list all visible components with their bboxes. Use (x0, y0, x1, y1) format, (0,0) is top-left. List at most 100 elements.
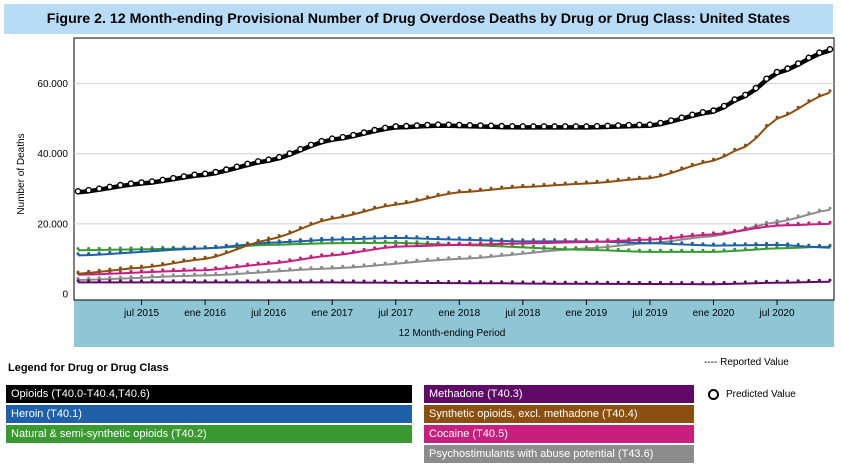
predicted-point (614, 122, 622, 129)
predicted-point (330, 240, 334, 244)
predicted-point (553, 239, 557, 243)
predicted-point (182, 272, 186, 276)
predicted-point (330, 252, 334, 256)
predicted-point (627, 280, 631, 284)
predicted-point (627, 237, 631, 241)
predicted-point (180, 173, 188, 180)
predicted-point (362, 279, 366, 283)
predicted-point (413, 122, 421, 129)
predicted-point (606, 247, 610, 251)
predicted-point (256, 269, 260, 273)
predicted-point (140, 246, 143, 250)
predicted-point (171, 273, 175, 277)
predicted-point (351, 236, 355, 239)
predicted-point (106, 183, 114, 191)
predicted-point (171, 246, 175, 250)
predicted-point (415, 240, 419, 244)
x-tick-label: ene 2017 (311, 308, 353, 319)
figure-title-bar: Figure 2. 12 Month-ending Provisional Nu… (4, 4, 833, 34)
predicted-point (434, 121, 442, 128)
predicted-point (288, 267, 292, 271)
legend-item-heroin[interactable]: Heroin (T40.1) (6, 405, 412, 423)
predicted-point (426, 195, 429, 199)
x-tick-labels: jul 2015 ene 2016 jul 2016 ene 2017 jul 2017… (123, 300, 795, 319)
predicted-point (773, 68, 781, 76)
predicted-point (288, 258, 292, 262)
predicted-point (330, 215, 334, 219)
predicted-point (87, 279, 91, 283)
x-axis-band (74, 300, 834, 347)
predicted-point (457, 280, 461, 283)
series-synthetic (76, 89, 832, 275)
legend-label: Psychostimulants with abuse potential (T… (429, 448, 654, 460)
predicted-point (150, 246, 154, 249)
predicted-point (646, 121, 654, 128)
legend-item-natural[interactable]: Natural & semi-synthetic opioids (T40.2) (6, 425, 412, 443)
legend-item-synthetic[interactable]: Synthetic opioids, excl. methadone (T40.… (424, 405, 694, 423)
predicted-point (76, 247, 80, 251)
predicted-point (690, 232, 694, 236)
predicted-point (383, 239, 387, 243)
legend-item-opioids[interactable]: Opioids (T40.0-T40.4,T40.6) (6, 385, 412, 403)
predicted-point (394, 260, 398, 264)
legend-item-cocaine[interactable]: Cocaine (T40.5) (424, 425, 694, 443)
predicted-point (224, 279, 228, 283)
predicted-point (510, 240, 514, 244)
predicted-point (468, 280, 472, 284)
predicted-point (500, 240, 504, 244)
predicted-point (97, 276, 101, 280)
predicted-point (500, 237, 504, 241)
predicted-point (362, 208, 366, 212)
predicted-point (574, 280, 578, 284)
predicted-point (360, 129, 368, 136)
predicted-point (436, 192, 440, 196)
predicted-point (97, 251, 101, 255)
predicted-point (500, 185, 504, 189)
predicted-point (394, 201, 398, 205)
predicted-point (743, 247, 747, 251)
predicted-point (712, 231, 715, 235)
predicted-point (118, 266, 122, 270)
predicted-point (224, 265, 228, 269)
predicted-point (118, 275, 122, 279)
predicted-point (341, 279, 345, 283)
predicted-point (320, 279, 324, 283)
predicted-point (468, 236, 472, 240)
predicted-point (171, 260, 175, 264)
predicted-point (436, 279, 440, 283)
legend-label: Heroin (T40.1) (11, 408, 82, 420)
predicted-point (786, 111, 790, 115)
predicted-point (680, 241, 684, 245)
predicted-point (510, 251, 514, 255)
predicted-point (722, 280, 726, 284)
predicted-point (161, 273, 165, 277)
predicted-point (267, 268, 271, 272)
predicted-point (298, 279, 302, 283)
predicted-point (595, 238, 599, 242)
predicted-point (129, 269, 133, 273)
x-tick-label: jul 2015 (123, 308, 159, 319)
predicted-point (339, 133, 347, 141)
predicted-point (383, 203, 387, 207)
predicted-point (222, 166, 230, 173)
predicted-point (341, 251, 345, 255)
predicted-point (584, 239, 588, 242)
predicted-point (786, 222, 790, 226)
predicted-point (161, 262, 165, 265)
predicted-point (572, 123, 580, 130)
predicted-point (584, 246, 588, 250)
legend-item-methadone[interactable]: Methadone (T40.3) (424, 385, 694, 403)
predicted-point (288, 238, 292, 242)
predicted-point (531, 249, 535, 253)
predicted-point (521, 280, 525, 284)
predicted-point (796, 242, 800, 246)
predicted-point (235, 279, 239, 283)
legend-item-psychostimulants[interactable]: Psychostimulants with abuse potential (T… (424, 445, 694, 463)
predicted-point (531, 183, 535, 187)
predicted-point (563, 181, 567, 185)
predicted-point (267, 279, 271, 283)
predicted-point (487, 122, 495, 130)
predicted-point (479, 241, 482, 245)
predicted-point (553, 182, 557, 186)
